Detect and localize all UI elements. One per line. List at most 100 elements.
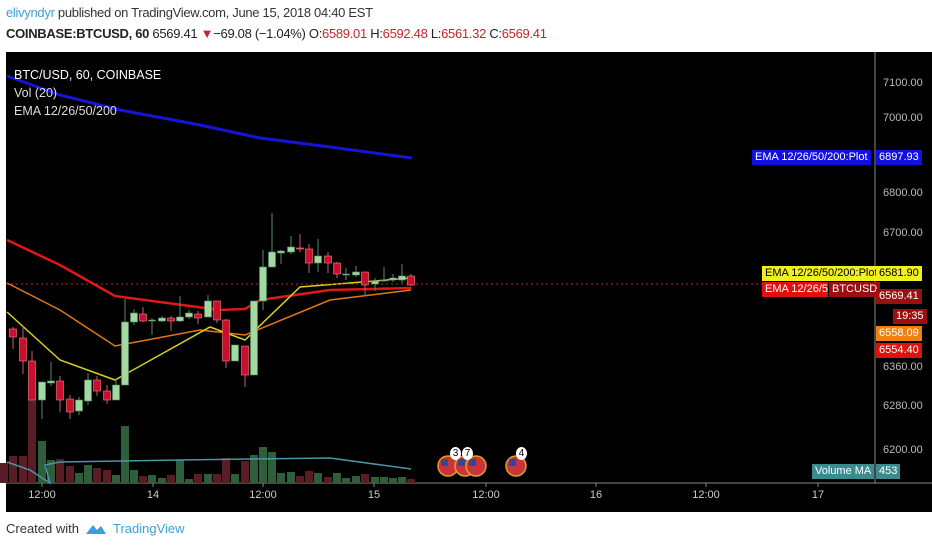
volume-bar <box>84 465 92 483</box>
ema12-value: 6581.90 <box>876 266 922 281</box>
volume-bar <box>333 473 341 483</box>
volume-bar <box>268 452 276 483</box>
volume-bar <box>158 478 166 483</box>
volume-bar <box>130 470 138 483</box>
volume-bar <box>121 426 129 483</box>
chart-legend: BTC/USD, 60, COINBASE Vol (20) EMA 12/26… <box>14 66 161 120</box>
volume-bar <box>148 475 156 483</box>
candle-body <box>389 277 397 281</box>
ema200-tag: EMA 12/26/50/200:Plot <box>752 150 871 165</box>
candle-body <box>241 345 249 376</box>
publish-text: published on TradingView.com, June 15, 2… <box>57 5 373 20</box>
volume-bar <box>47 460 55 483</box>
volume-bar <box>194 474 202 483</box>
volume-bar <box>9 456 17 483</box>
candle-body <box>28 360 36 401</box>
ema50-line <box>6 238 412 312</box>
candle-body <box>158 317 166 322</box>
created-with-text: Created with <box>6 521 79 536</box>
volume-ma-tag: Volume MA <box>812 464 875 479</box>
volume-ma-line <box>6 457 412 485</box>
ema26-line <box>6 282 412 347</box>
us-flag-canton <box>509 459 516 466</box>
volume-ma-value: 453 <box>876 464 901 479</box>
author-link[interactable]: elivyndyr <box>6 5 55 20</box>
candle-body <box>380 279 388 282</box>
volume-bar <box>0 463 8 483</box>
candle-body <box>176 316 184 322</box>
candle-body <box>342 273 350 276</box>
volume-bar <box>287 472 295 483</box>
volume-bar <box>167 475 175 483</box>
candle-body <box>213 300 221 321</box>
volume-bar <box>231 474 239 483</box>
candle-body <box>194 313 202 319</box>
candle-body <box>66 398 74 413</box>
volume-bar <box>19 456 27 483</box>
time-axis-label: 12:00 <box>692 489 720 501</box>
volume-bar <box>361 474 369 483</box>
candle-body <box>139 313 147 322</box>
candle-body <box>148 319 156 322</box>
volume-bar <box>93 468 101 483</box>
event-count-badge[interactable]: 3 <box>450 447 461 460</box>
candle-body <box>407 275 415 286</box>
candle-body <box>121 321 129 386</box>
volume-bar <box>56 459 64 483</box>
tradingview-logo-icon <box>85 524 106 534</box>
volume-bar <box>342 478 350 483</box>
volume-bar <box>371 477 379 483</box>
volume-bar <box>185 479 193 483</box>
ema12-line <box>6 277 412 381</box>
candle-body <box>56 380 64 401</box>
volume-bar <box>75 473 83 483</box>
volume-bar <box>314 473 322 483</box>
candle-body <box>204 300 212 318</box>
volume-bar <box>407 479 415 483</box>
volume-bar <box>398 477 406 483</box>
down-arrow-icon: ▼ <box>200 26 214 41</box>
candle-body <box>296 247 304 250</box>
candle-body <box>231 344 239 362</box>
candle-body <box>268 251 276 268</box>
candle-body <box>130 312 138 323</box>
ema200-value: 6897.93 <box>876 150 922 165</box>
candle-body <box>103 390 111 401</box>
price-scale-label: 7100.00 <box>883 77 923 89</box>
last-price-tag: 6569.41 <box>876 289 922 304</box>
ema12-tag: EMA 12/26/50/200:Plot <box>762 266 876 281</box>
price-scale-label: 6700.00 <box>883 227 923 239</box>
time-axis-label: 12:00 <box>249 489 277 501</box>
publish-info: elivyndyr published on TradingView.com, … <box>6 5 373 20</box>
volume-bar <box>389 478 397 483</box>
candle-body <box>398 275 406 281</box>
low-value: 6561.32 <box>441 26 487 41</box>
candle-body <box>371 280 379 285</box>
price-scale-label: 6360.00 <box>883 361 923 373</box>
legend-volume: Vol (20) <box>14 86 58 100</box>
candle-body <box>314 255 322 264</box>
volume-bar <box>139 476 147 483</box>
candle-body <box>324 255 332 264</box>
candle-body <box>75 399 83 412</box>
ema200-line <box>6 74 413 160</box>
tradingview-link[interactable]: TradingView <box>112 521 185 536</box>
candle-body <box>93 379 101 392</box>
volume-bar <box>103 470 111 483</box>
candle-body <box>259 266 267 302</box>
price-scale-label: 7000.00 <box>883 112 923 124</box>
event-count-badge[interactable]: 7 <box>462 447 473 460</box>
candle-body <box>361 271 369 286</box>
price-change: −69.08 (−1.04%) <box>213 26 306 41</box>
legend-main: BTC/USD, 60, COINBASE <box>14 68 162 82</box>
time-axis-label: 16 <box>589 489 603 501</box>
candle-body <box>185 312 193 318</box>
high-value: 6592.48 <box>382 26 428 41</box>
volume-bar <box>204 474 212 483</box>
volume-bar <box>241 461 249 483</box>
event-count-badge[interactable]: 4 <box>516 447 527 460</box>
time-axis-label: 12:00 <box>472 489 500 501</box>
ema50-tag: EMA 12/26/50/200:Plot <box>762 282 828 297</box>
price-scale-label: 6200.00 <box>883 444 923 456</box>
